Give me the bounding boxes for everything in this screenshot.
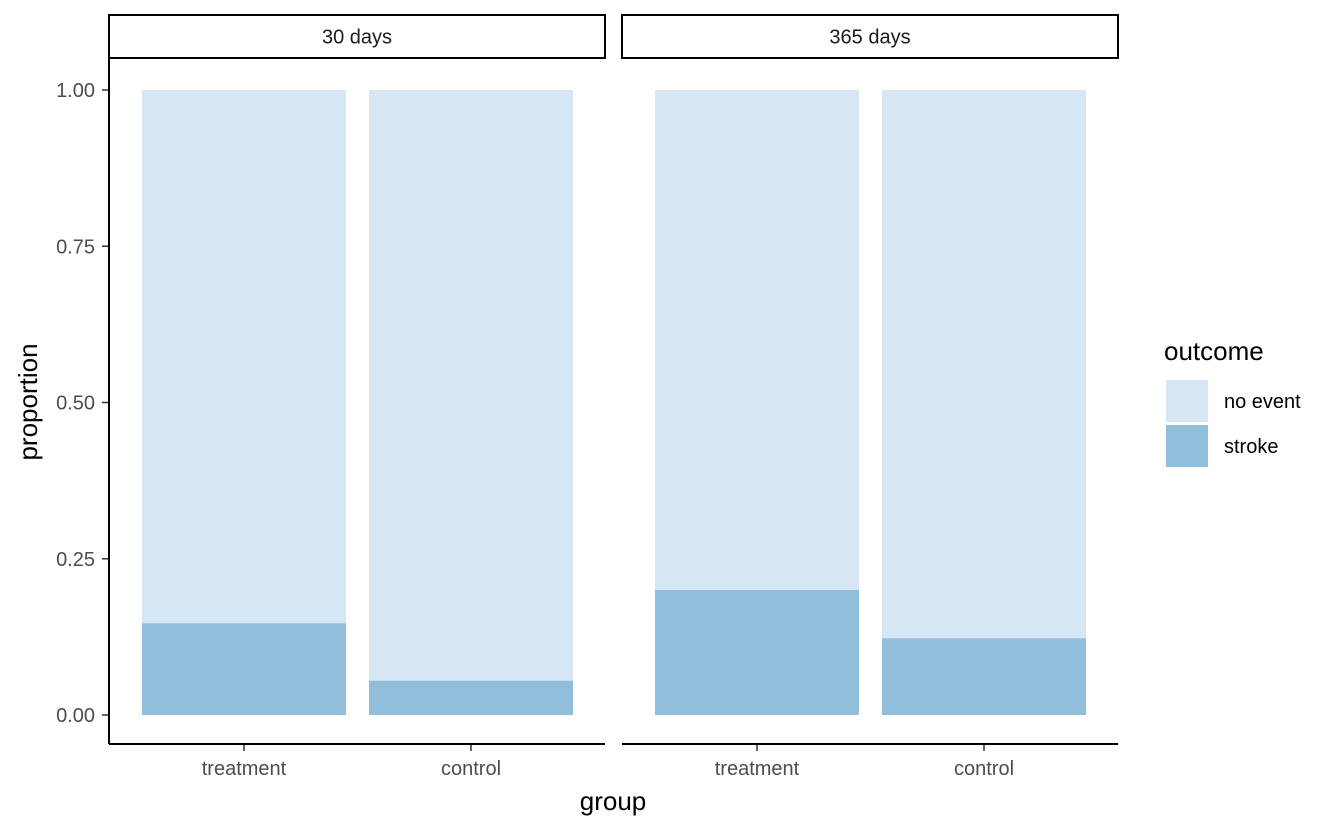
facet-strip <box>621 14 1119 59</box>
facet-panel: 365 days treatment control <box>621 14 1119 780</box>
bar-segment-stroke <box>882 638 1086 715</box>
x-tick-label: treatment <box>202 758 287 780</box>
y-tick-label: 1.00 <box>56 80 95 102</box>
y-tick-label: 0.25 <box>56 549 95 571</box>
y-tick-label: 0.00 <box>56 705 95 727</box>
bar-segment-stroke <box>655 590 859 715</box>
x-tick-label: treatment <box>715 758 800 780</box>
legend-label: stroke <box>1224 436 1278 458</box>
legend-key <box>1166 380 1208 422</box>
bar-segment-no-event <box>882 90 1086 639</box>
bar-segment-stroke <box>369 680 573 715</box>
y-axis: 0.00 0.25 0.50 0.75 1.00 <box>56 59 110 744</box>
bar-segment-no-event <box>142 90 346 624</box>
x-axis-title: group <box>580 786 647 816</box>
legend: outcome no event stroke <box>1164 336 1301 467</box>
y-tick-label: 0.50 <box>56 393 95 415</box>
legend-key <box>1166 425 1208 467</box>
facet-panels: 30 days treatment control 365 days treatment… <box>108 14 1119 780</box>
bar-segment-stroke <box>142 623 346 715</box>
bar-segment-no-event <box>655 90 859 590</box>
y-axis-title: proportion <box>13 343 43 460</box>
bar-segment-no-event <box>369 90 573 681</box>
legend-label: no event <box>1224 391 1301 413</box>
facet-strip <box>108 14 606 59</box>
facet-panel: 30 days treatment control <box>108 14 606 780</box>
facet-strip-label: 30 days <box>322 27 392 49</box>
facet-strip-label: 365 days <box>829 27 910 49</box>
x-tick-label: control <box>954 758 1014 780</box>
legend-title: outcome <box>1164 336 1264 366</box>
y-tick-label: 0.75 <box>56 236 95 258</box>
x-tick-label: control <box>441 758 501 780</box>
